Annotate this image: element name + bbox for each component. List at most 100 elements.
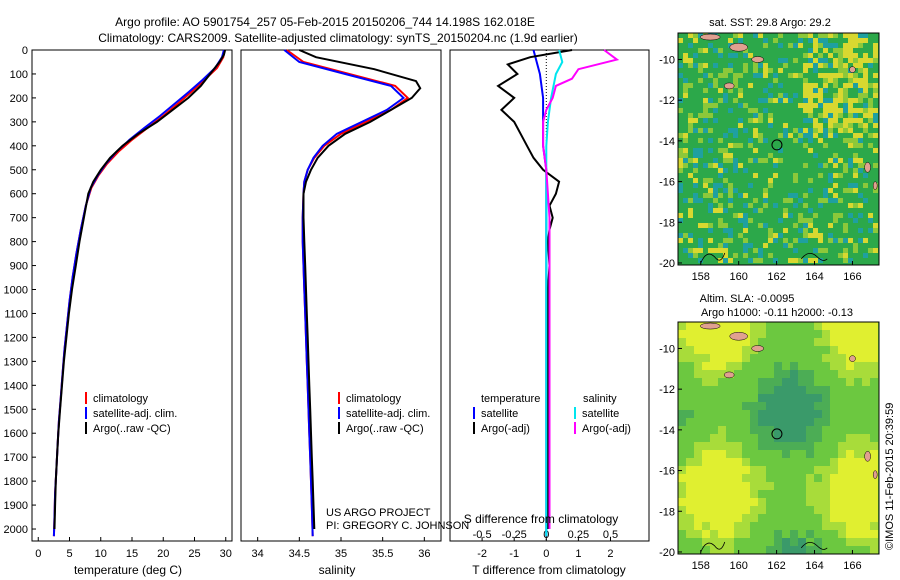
map-cell xyxy=(718,203,723,208)
map-cell xyxy=(702,442,710,450)
map-cell xyxy=(693,118,698,123)
map-cell xyxy=(813,48,818,53)
map-cell xyxy=(728,153,733,158)
map-cell xyxy=(803,93,808,98)
map-cell xyxy=(753,133,758,138)
map-cell xyxy=(686,530,694,538)
map-cell xyxy=(768,98,773,103)
series-temperature-argo-adj- xyxy=(496,49,573,529)
map-cell xyxy=(833,133,838,138)
map-cell xyxy=(814,466,822,474)
map-cell xyxy=(858,78,863,83)
map-cell xyxy=(822,410,830,418)
y-tick-label: 1100 xyxy=(4,308,28,320)
map-cell xyxy=(710,514,718,522)
map-cell xyxy=(873,48,878,53)
map-cell xyxy=(733,213,738,218)
map-cell xyxy=(790,442,798,450)
difference-panel-frame xyxy=(449,49,650,542)
map-cell xyxy=(830,514,838,522)
map-cell xyxy=(858,193,863,198)
map-cell xyxy=(822,354,830,362)
map-cell xyxy=(710,522,718,530)
map-cell xyxy=(688,208,693,213)
map-cell xyxy=(818,93,823,98)
map-cell xyxy=(713,118,718,123)
map-cell xyxy=(818,238,823,243)
map-cell xyxy=(742,522,750,530)
map-cell xyxy=(788,98,793,103)
map-cell xyxy=(743,238,748,243)
map-cell xyxy=(738,88,743,93)
map-cell xyxy=(702,474,710,482)
map-cell xyxy=(733,188,738,193)
map-cell xyxy=(734,522,742,530)
map-cell xyxy=(798,133,803,138)
map-cell xyxy=(743,228,748,233)
map-cell xyxy=(753,128,758,133)
map-cell xyxy=(870,546,878,554)
map-cell xyxy=(793,203,798,208)
map-cell xyxy=(698,68,703,73)
map-cell xyxy=(783,58,788,63)
map-cell xyxy=(788,198,793,203)
temperature-chart: 0100200300400500600700800900100011001200… xyxy=(4,45,232,560)
map-cell xyxy=(823,118,828,123)
map-cell xyxy=(726,442,734,450)
map-cell xyxy=(763,198,768,203)
map-cell xyxy=(870,506,878,514)
map-cell xyxy=(758,482,766,490)
map-cell xyxy=(718,546,726,554)
map-cell xyxy=(728,193,733,198)
map-cell xyxy=(843,128,848,133)
map-cell xyxy=(774,370,782,378)
map-cell xyxy=(808,58,813,63)
map-cell xyxy=(763,193,768,198)
map-cell xyxy=(823,88,828,93)
map-cell xyxy=(808,98,813,103)
map-cell xyxy=(813,83,818,88)
map-cell xyxy=(733,73,738,78)
map-cell xyxy=(808,188,813,193)
map-cell xyxy=(768,113,773,118)
x-tick-label: 2 xyxy=(607,548,613,560)
map-cell xyxy=(854,354,862,362)
map-cell xyxy=(702,338,710,346)
map-cell xyxy=(862,362,870,370)
map-cell xyxy=(758,402,766,410)
map-cell xyxy=(803,193,808,198)
map-cell xyxy=(694,482,702,490)
sla-map-title-2: Argo h1000: -0.11 h2000: -0.13 xyxy=(701,307,853,319)
map-cell xyxy=(843,73,848,78)
island xyxy=(723,371,735,379)
map-cell xyxy=(870,450,878,458)
map-cell xyxy=(863,58,868,63)
map-cell xyxy=(766,546,774,554)
map-cell xyxy=(688,118,693,123)
map-cell xyxy=(814,506,822,514)
map-cell xyxy=(718,530,726,538)
map-cell xyxy=(718,98,723,103)
map-cell xyxy=(838,362,846,370)
legend-title-salinity: salinity xyxy=(583,393,617,405)
map-cell xyxy=(723,148,728,153)
map-cell xyxy=(703,178,708,183)
s-diff-tick-label: -0.25 xyxy=(502,529,527,541)
map-cell xyxy=(783,133,788,138)
map-cell xyxy=(808,63,813,68)
map-cell xyxy=(870,498,878,506)
map-cell xyxy=(698,243,703,248)
map-cell xyxy=(702,450,710,458)
map-cell xyxy=(814,338,822,346)
map-cell xyxy=(683,153,688,158)
map-cell xyxy=(838,198,843,203)
map-cell xyxy=(738,143,743,148)
map-cell xyxy=(782,442,790,450)
map-cell xyxy=(702,346,710,354)
map-cell xyxy=(723,168,728,173)
map-cell xyxy=(758,442,766,450)
map-cell xyxy=(743,253,748,258)
map-cell xyxy=(854,474,862,482)
map-cell xyxy=(726,490,734,498)
